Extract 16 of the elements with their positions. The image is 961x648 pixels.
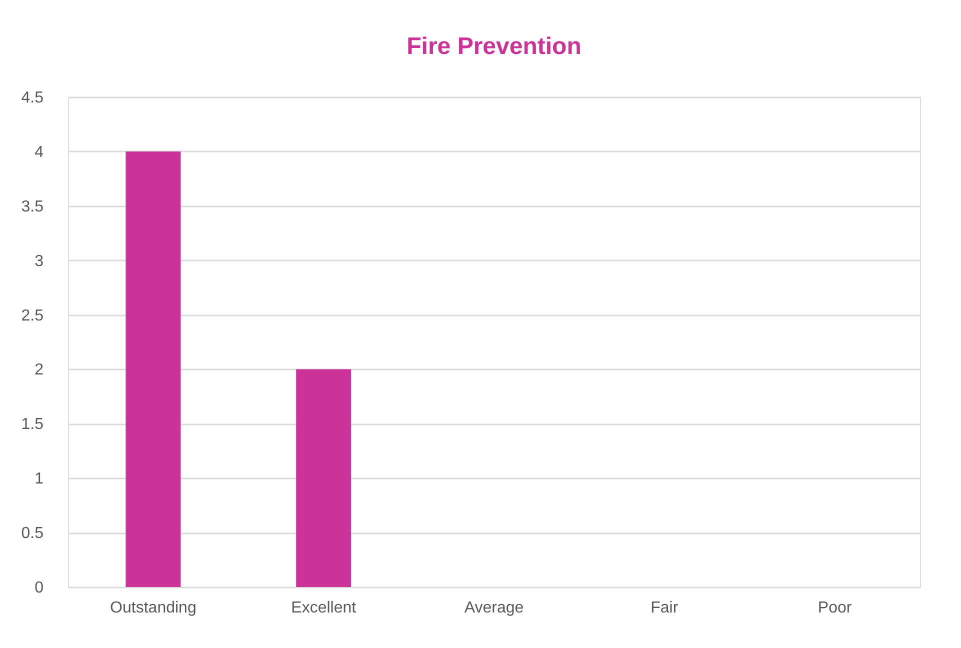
y-tick-label: 1: [34, 470, 44, 488]
y-tick-label: 3.5: [21, 198, 44, 216]
y-tick-label: 1.5: [21, 416, 44, 434]
x-tick-label: Excellent: [291, 600, 357, 616]
chart-title: Fire Prevention: [406, 33, 582, 60]
y-tick-label: 0.5: [21, 525, 44, 542]
y-tick-label: 4: [34, 144, 44, 161]
x-tick-label: Average: [464, 600, 524, 616]
y-tick-label: 0: [34, 580, 44, 596]
x-tick-label: Outstanding: [110, 600, 196, 616]
x-tick-label: Fair: [650, 600, 679, 616]
y-tick-label: 2.5: [21, 307, 44, 324]
y-tick-label: 3: [34, 252, 44, 270]
y-tick-label: 2: [34, 362, 44, 379]
x-tick-label: Poor: [818, 600, 852, 616]
y-tick-label: 4.5: [21, 90, 44, 106]
